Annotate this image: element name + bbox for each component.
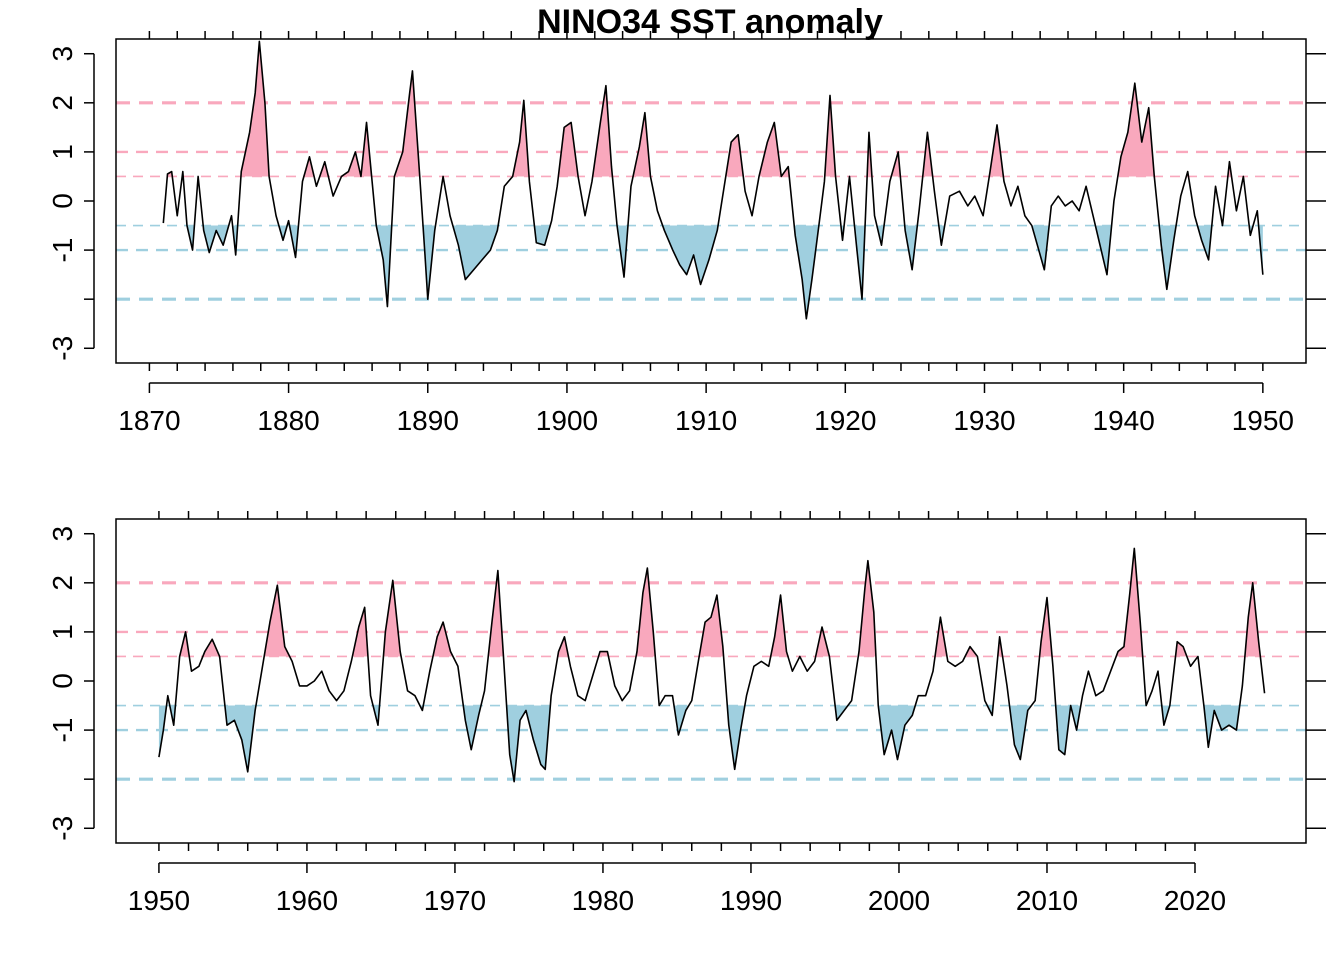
x-tick-label: 1870	[118, 405, 180, 436]
x-tick-label: 1880	[257, 405, 319, 436]
x-tick-label: 1940	[1093, 405, 1155, 436]
y-tick-label: 0	[47, 673, 78, 689]
y-tick-label: 3	[47, 46, 78, 62]
x-axis: 1870 1880 1890 1900 1910 1920 1930 1940 1950	[118, 382, 1294, 436]
chart-title: NINO34 SST anomaly	[537, 3, 883, 41]
x-tick-label: 1910	[675, 405, 737, 436]
y-tick-label: -3	[47, 816, 78, 841]
x-tick-label: 1950	[128, 885, 190, 916]
y-tick-label: 1	[47, 624, 78, 640]
y-tick-label: 0	[47, 193, 78, 209]
x-tick-label: 1920	[814, 405, 876, 436]
x-tick-label: 1900	[536, 405, 598, 436]
x-tick-label: 1980	[572, 885, 634, 916]
x-tick-label: 1890	[397, 405, 459, 436]
plot-area	[116, 40, 1306, 320]
y-axis: 3 2 1 0 -1 -3	[47, 526, 1326, 841]
x-tick-label: 1990	[720, 885, 782, 916]
x-axis: 1950 1960 1970 1980 1990 2000 2010 2020	[128, 862, 1226, 916]
y-tick-label: -3	[47, 336, 78, 361]
y-tick-label: -1	[47, 238, 78, 263]
y-tick-label: 2	[47, 575, 78, 591]
y-axis: 3 2 1 0 -1 -3	[47, 46, 1326, 361]
la-nina-fill	[186, 225, 1263, 319]
x-tick-label: 1960	[276, 885, 338, 916]
el-nino-fill	[167, 41, 1232, 177]
el-nino-fill	[179, 548, 1261, 657]
y-tick-label: -1	[47, 718, 78, 743]
minor-ticks	[158, 511, 1196, 851]
anomaly-line	[162, 40, 1264, 320]
x-tick-label: 2000	[868, 885, 930, 916]
y-tick-label: 1	[47, 144, 78, 160]
y-tick-label: 2	[47, 95, 78, 111]
minor-ticks	[148, 31, 1264, 371]
panel-upper: 3 2 1 0 -1 -3 1870 1880 1890 1900 1910 1920 1930 1940…	[47, 31, 1326, 436]
anomaly-line	[158, 547, 1266, 783]
x-tick-label: 1930	[953, 405, 1015, 436]
panel-lower: 3 2 1 0 -1 -3 1950 1960 1970 1980 1990 2000 2010 2020	[47, 511, 1326, 916]
x-tick-label: 1950	[1232, 405, 1294, 436]
plot-area	[116, 547, 1306, 783]
x-tick-label: 2020	[1164, 885, 1226, 916]
x-tick-label: 1970	[424, 885, 486, 916]
x-tick-label: 2010	[1016, 885, 1078, 916]
y-tick-label: 3	[47, 526, 78, 542]
